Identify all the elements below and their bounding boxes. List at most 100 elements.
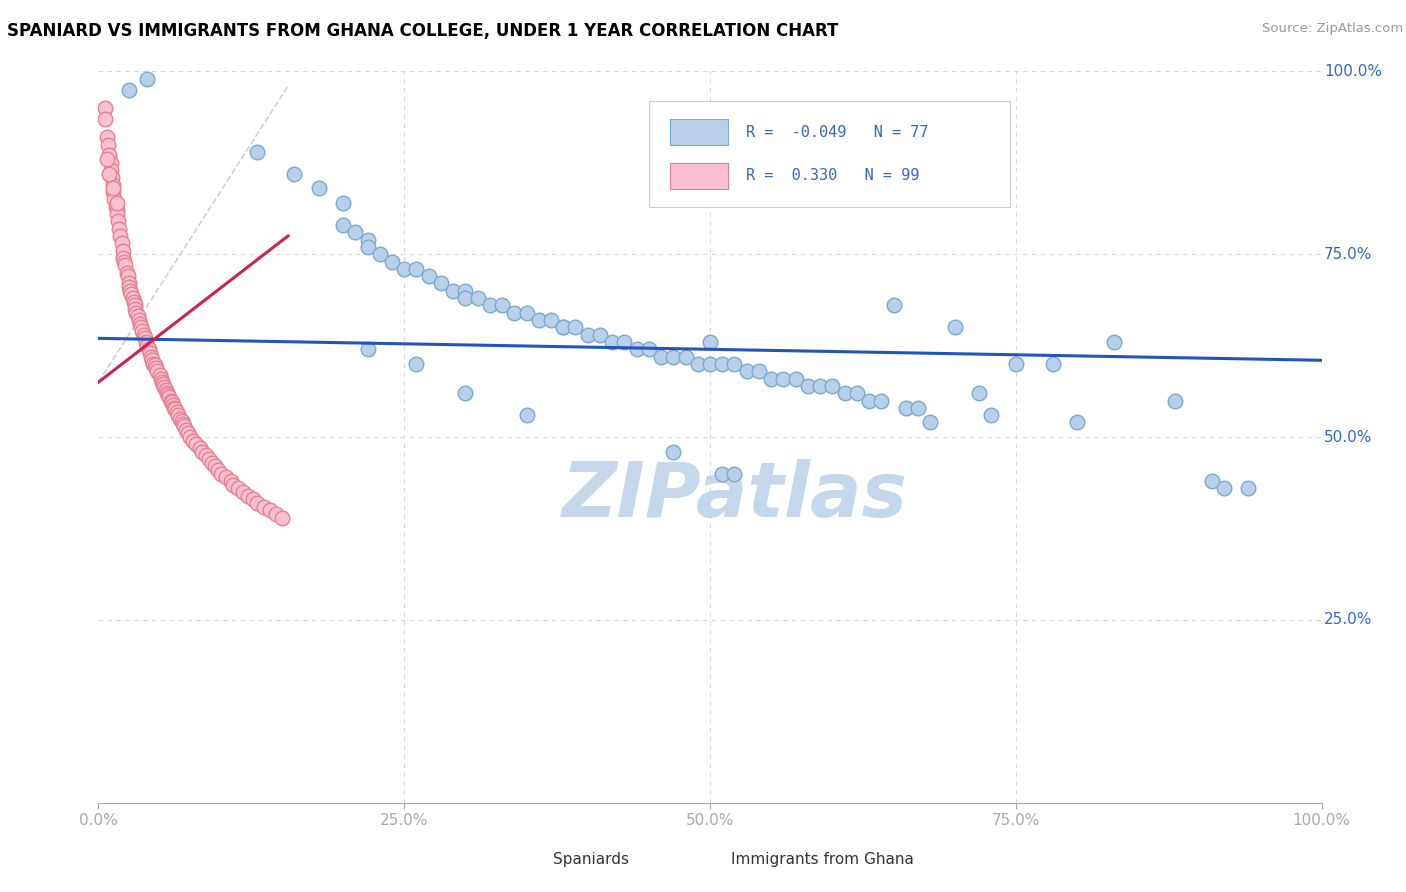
Point [405, 261, 427, 276]
Point [219, 474, 242, 488]
Point [156, 386, 179, 401]
Point [179, 430, 201, 444]
Text: 100.0%: 100.0% [1324, 64, 1382, 78]
Point [967, 386, 990, 401]
Point [943, 320, 966, 334]
Point [120, 284, 142, 298]
Point [97, 137, 120, 152]
Point [166, 405, 188, 419]
Point [553, 320, 575, 334]
Point [564, 320, 586, 334]
Point [142, 357, 165, 371]
Point [101, 178, 124, 192]
Point [93, 112, 115, 126]
Point [138, 343, 160, 357]
Point [197, 452, 219, 467]
Point [105, 196, 128, 211]
Point [368, 247, 391, 261]
Point [405, 357, 427, 371]
Point [176, 423, 198, 437]
Point [159, 393, 181, 408]
Point [122, 294, 145, 309]
Point [146, 364, 169, 378]
Point [115, 266, 138, 280]
Point [127, 310, 149, 324]
Point [650, 350, 672, 364]
Point [808, 379, 831, 393]
Point [173, 419, 195, 434]
Point [785, 371, 807, 385]
Point [177, 426, 200, 441]
Text: Source: ZipAtlas.com: Source: ZipAtlas.com [1263, 22, 1403, 36]
Point [675, 350, 697, 364]
Point [1164, 393, 1187, 408]
Point [162, 398, 184, 412]
Point [735, 364, 758, 378]
Point [121, 291, 143, 305]
Point [107, 214, 129, 228]
Point [454, 284, 477, 298]
Point [1042, 357, 1064, 371]
Point [1066, 416, 1088, 430]
Point [454, 386, 477, 401]
Point [1102, 334, 1125, 349]
Point [920, 416, 942, 430]
Point [186, 437, 208, 451]
Point [226, 481, 249, 495]
Point [135, 334, 157, 349]
Point [283, 167, 305, 181]
Point [136, 71, 159, 86]
Point [1004, 357, 1026, 371]
Point [195, 449, 218, 463]
Point [553, 320, 575, 334]
Point [204, 459, 226, 474]
Point [264, 507, 287, 521]
Point [207, 463, 229, 477]
Point [141, 353, 163, 368]
FancyBboxPatch shape [679, 849, 716, 871]
Point [845, 386, 868, 401]
Point [600, 334, 623, 349]
Point [356, 343, 378, 357]
Point [441, 284, 464, 298]
Point [124, 298, 146, 312]
Point [613, 334, 636, 349]
Point [96, 152, 118, 166]
Point [132, 327, 155, 342]
Point [170, 414, 193, 428]
Point [686, 357, 709, 371]
Point [125, 306, 148, 320]
Point [139, 346, 162, 360]
Point [118, 277, 141, 291]
Point [98, 148, 121, 162]
Text: ZIPatlas: ZIPatlas [561, 458, 907, 533]
Point [98, 167, 121, 181]
Point [1212, 481, 1234, 495]
Point [143, 359, 166, 373]
Point [761, 371, 783, 385]
FancyBboxPatch shape [502, 849, 538, 871]
Point [236, 489, 259, 503]
FancyBboxPatch shape [648, 101, 1010, 207]
Point [139, 350, 162, 364]
Point [232, 485, 254, 500]
Point [980, 408, 1002, 422]
Point [699, 357, 721, 371]
Point [858, 393, 880, 408]
Point [111, 236, 134, 251]
Point [188, 441, 211, 455]
Point [117, 269, 139, 284]
Point [169, 412, 191, 426]
Point [165, 402, 187, 417]
Point [172, 417, 194, 431]
Point [103, 193, 125, 207]
Point [181, 434, 204, 448]
Point [430, 277, 453, 291]
Point [201, 456, 224, 470]
Text: R =  0.330   N = 99: R = 0.330 N = 99 [745, 169, 920, 184]
Point [246, 496, 269, 510]
Point [491, 298, 513, 312]
Point [454, 291, 477, 305]
Point [134, 331, 156, 345]
Text: 25.0%: 25.0% [1324, 613, 1372, 627]
